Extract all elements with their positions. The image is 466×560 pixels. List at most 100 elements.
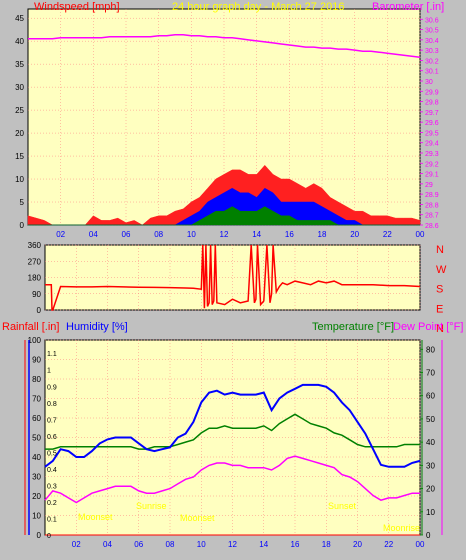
temperature-y-tick-10: 10 bbox=[426, 508, 435, 517]
rainfall-y-tick-1: 1 bbox=[47, 368, 51, 375]
barometer-y-tick-30.2: 30.2 bbox=[425, 58, 439, 65]
wind-x-tick-06: 06 bbox=[122, 230, 131, 239]
barometer-y-tick-30: 30 bbox=[425, 79, 433, 86]
temperature-axis-label: Temperature [°F] bbox=[312, 321, 394, 333]
annotation-moonrise: Moonrise bbox=[383, 523, 420, 533]
compass-label-3: E bbox=[436, 303, 443, 315]
humidity-y-tick-40: 40 bbox=[32, 453, 41, 462]
wind-y-tick-15: 15 bbox=[15, 152, 24, 161]
annotation-moonset-1: Moonset bbox=[78, 512, 113, 522]
barometer-y-tick-30.4: 30.4 bbox=[425, 38, 439, 45]
humidity-y-tick-100: 100 bbox=[28, 336, 42, 345]
wind-x-tick-20: 20 bbox=[350, 230, 359, 239]
dewpoint-axis-label: Dew Point [°F] bbox=[393, 321, 463, 333]
chart-title: 24 hour graph day - March 27 2016 bbox=[172, 1, 344, 13]
wind-y-tick-10: 10 bbox=[15, 175, 24, 184]
humidity-x-tick-18: 18 bbox=[322, 540, 331, 549]
barometer-y-tick-30.6: 30.6 bbox=[425, 17, 439, 24]
humidity-y-tick-90: 90 bbox=[32, 356, 41, 365]
temperature-y-tick-80: 80 bbox=[426, 345, 435, 354]
barometer-y-tick-29.8: 29.8 bbox=[425, 100, 439, 107]
wind-direction-line bbox=[45, 244, 421, 311]
compass-label-1: W bbox=[436, 264, 447, 276]
barometer-y-tick-28.8: 28.8 bbox=[425, 202, 439, 209]
wind-y-tick-20: 20 bbox=[15, 129, 24, 138]
rainfall-y-tick-0.9: 0.9 bbox=[47, 384, 57, 391]
humidity-x-tick-04: 04 bbox=[103, 540, 112, 549]
barometer-y-tick-29.6: 29.6 bbox=[425, 120, 439, 127]
barometer-y-tick-29.4: 29.4 bbox=[425, 141, 439, 148]
humidity-x-tick-16: 16 bbox=[291, 540, 300, 549]
barometer-y-tick-29.7: 29.7 bbox=[425, 110, 439, 117]
wind-x-tick-22: 22 bbox=[383, 230, 392, 239]
barometer-y-tick-28.9: 28.9 bbox=[425, 192, 439, 199]
compass-label-2: S bbox=[436, 284, 443, 296]
barometer-y-tick-28.6: 28.6 bbox=[425, 223, 439, 230]
humidity-x-tick-00: 00 bbox=[416, 540, 425, 549]
wind-direction-grid bbox=[45, 244, 421, 311]
wind-y-tick-25: 25 bbox=[15, 106, 24, 115]
dewpoint-line bbox=[44, 455, 420, 504]
wind-axis-label: Windspeed [mph] bbox=[34, 1, 120, 13]
temperature-line bbox=[45, 413, 420, 450]
wind-low-area bbox=[28, 206, 420, 226]
barometer-y-tick-29: 29 bbox=[425, 182, 433, 189]
rainfall-y-tick-1.1: 1.1 bbox=[47, 351, 57, 358]
humidity-x-tick-10: 10 bbox=[197, 540, 206, 549]
wind-barometer-marks bbox=[27, 33, 421, 226]
wind-x-tick-00: 00 bbox=[416, 230, 425, 239]
wind-y-tick-45: 45 bbox=[15, 14, 24, 23]
temperature-y-tick-0: 0 bbox=[426, 531, 431, 540]
direction-y-tick-0: 0 bbox=[37, 306, 42, 315]
humidity-y-tick-80: 80 bbox=[32, 375, 41, 384]
rainfall-y-tick-0.8: 0.8 bbox=[47, 401, 57, 408]
wind-y-tick-5: 5 bbox=[20, 198, 25, 207]
humidity-y-tick-10: 10 bbox=[32, 512, 41, 521]
wind-y-tick-35: 35 bbox=[15, 60, 24, 69]
barometer-y-tick-29.5: 29.5 bbox=[425, 130, 439, 137]
temperature-y-tick-20: 20 bbox=[426, 485, 435, 494]
humidity-x-tick-22: 22 bbox=[384, 540, 393, 549]
compass-label-0: N bbox=[436, 244, 444, 256]
humidity-axis-label: Humidity [%] bbox=[66, 321, 128, 333]
humidity-x-tick-20: 20 bbox=[353, 540, 362, 549]
rainfall-y-tick-0.3: 0.3 bbox=[47, 483, 57, 490]
wind-x-tick-02: 02 bbox=[56, 230, 65, 239]
rainfall-y-tick-0.7: 0.7 bbox=[47, 417, 57, 424]
annotation-sunrise: Sunrise bbox=[136, 501, 167, 511]
wind-x-tick-18: 18 bbox=[318, 230, 327, 239]
rainfall-axis-label: Rainfall [.in] bbox=[2, 321, 59, 333]
humidity-line bbox=[44, 383, 421, 468]
humidity-y-tick-20: 20 bbox=[32, 492, 41, 501]
barometer-y-tick-30.5: 30.5 bbox=[425, 28, 439, 35]
humidity-x-tick-02: 02 bbox=[72, 540, 81, 549]
humidity-temperature-marks bbox=[44, 383, 421, 536]
wind-x-tick-12: 12 bbox=[220, 230, 229, 239]
humidity-x-tick-08: 08 bbox=[166, 540, 175, 549]
barometer-y-tick-30.1: 30.1 bbox=[425, 69, 439, 76]
humidity-y-tick-30: 30 bbox=[32, 473, 41, 482]
barometer-axis-label: Barometer [.in] bbox=[372, 1, 444, 13]
annotation-sunset: Sunset bbox=[328, 501, 357, 511]
wind-y-tick-0: 0 bbox=[20, 221, 25, 230]
humidity-x-tick-12: 12 bbox=[228, 540, 237, 549]
barometer-y-tick-29.2: 29.2 bbox=[425, 161, 439, 168]
temperature-y-tick-50: 50 bbox=[426, 415, 435, 424]
rainfall-y-tick-0.2: 0.2 bbox=[47, 500, 57, 507]
direction-y-tick-270: 270 bbox=[28, 257, 42, 266]
compass-label-4: N bbox=[436, 323, 444, 335]
wind-direction-marks bbox=[45, 244, 421, 311]
wind-x-tick-08: 08 bbox=[154, 230, 163, 239]
barometer-y-tick-29.3: 29.3 bbox=[425, 151, 439, 158]
humidity-x-tick-14: 14 bbox=[259, 540, 268, 549]
humidity-x-tick-06: 06 bbox=[134, 540, 143, 549]
direction-y-tick-90: 90 bbox=[32, 290, 41, 299]
temperature-y-tick-40: 40 bbox=[426, 438, 435, 447]
humidity-y-tick-0: 0 bbox=[37, 531, 42, 540]
wind-x-tick-10: 10 bbox=[187, 230, 196, 239]
rainfall-y-tick-0: 0 bbox=[47, 533, 51, 540]
direction-y-tick-180: 180 bbox=[28, 274, 42, 283]
